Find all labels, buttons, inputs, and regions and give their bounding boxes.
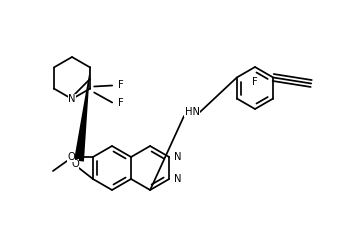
Text: N: N: [174, 174, 182, 184]
Text: N: N: [174, 152, 182, 162]
Text: O: O: [67, 152, 75, 162]
Text: F: F: [118, 80, 124, 90]
Text: N: N: [68, 94, 76, 104]
Text: F: F: [118, 98, 124, 108]
Text: O: O: [71, 159, 79, 169]
Text: HN: HN: [184, 107, 199, 117]
Text: F: F: [252, 77, 258, 87]
Polygon shape: [74, 68, 90, 162]
